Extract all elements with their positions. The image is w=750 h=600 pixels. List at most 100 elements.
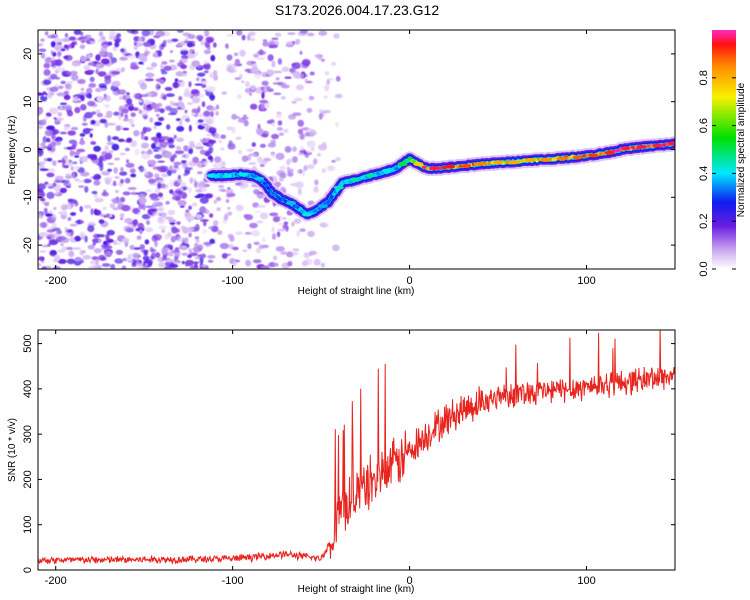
noise-blob	[234, 77, 241, 80]
noise-blob	[87, 69, 95, 73]
noise-blob	[236, 94, 242, 99]
noise-blob	[90, 208, 94, 216]
noise-blob	[131, 252, 140, 259]
noise-blob	[71, 172, 76, 179]
noise-blob	[221, 91, 227, 95]
noise-blob	[218, 184, 225, 189]
noise-blob	[136, 235, 142, 241]
noise-blob	[144, 263, 149, 266]
noise-blob	[244, 81, 250, 88]
noise-blob	[239, 49, 246, 57]
noise-blob	[275, 77, 280, 81]
noise-blob	[251, 62, 258, 68]
ridge-hotspot	[206, 173, 217, 178]
noise-blob	[145, 227, 153, 233]
noise-blob	[159, 79, 165, 84]
noise-blob	[293, 218, 302, 224]
noise-blob	[306, 80, 312, 84]
y-tick-label: 300	[22, 425, 34, 443]
noise-blob	[247, 31, 256, 37]
noise-blob	[173, 161, 182, 166]
noise-blob	[303, 165, 308, 172]
noise-blob	[241, 34, 246, 41]
noise-blob	[333, 33, 340, 39]
noise-blob	[274, 32, 282, 37]
noise-blob	[181, 252, 188, 256]
noise-blob	[227, 143, 236, 150]
noise-blob	[197, 171, 203, 175]
noise-blob	[190, 252, 199, 257]
noise-blob	[95, 175, 102, 179]
noise-blob	[183, 92, 193, 98]
noise-blob	[133, 45, 139, 51]
snr-axis-ticks: -200 -100 0 100 0 100 200 300 400 500	[22, 330, 675, 587]
noise-blob	[219, 242, 230, 250]
noise-blob	[180, 64, 187, 70]
noise-blob	[79, 133, 86, 137]
noise-blob	[271, 152, 275, 158]
noise-blob	[89, 133, 93, 138]
noise-blob	[189, 48, 195, 54]
noise-blob	[71, 41, 75, 49]
noise-blob	[44, 57, 52, 64]
noise-blob	[244, 214, 254, 221]
noise-blob	[82, 254, 92, 260]
noise-blob	[321, 168, 327, 173]
noise-blob	[295, 181, 304, 189]
noise-blob	[89, 40, 96, 44]
noise-blob	[101, 58, 110, 65]
noise-blob	[196, 161, 203, 169]
noise-blob	[124, 113, 129, 120]
noise-blob	[130, 65, 140, 70]
x-tick-label: -100	[222, 275, 244, 287]
noise-blob	[201, 253, 206, 259]
noise-blob	[54, 175, 64, 181]
noise-blob	[85, 93, 92, 99]
figure-title: S173.2026.004.17.23.G12	[275, 2, 439, 18]
spectrogram-ylabel: Frequency (Hz)	[7, 116, 18, 185]
noise-blob	[120, 217, 124, 220]
noise-blob	[39, 168, 49, 171]
noise-blob	[124, 147, 130, 152]
noise-blob	[146, 128, 151, 132]
noise-blob	[191, 112, 196, 116]
noise-blob	[151, 235, 158, 242]
noise-blob	[292, 248, 300, 252]
noise-blob	[304, 152, 309, 158]
noise-blob	[320, 262, 325, 268]
noise-blob	[126, 30, 136, 34]
noise-blob	[193, 180, 198, 188]
noise-blob	[203, 241, 212, 246]
noise-blob	[145, 67, 155, 70]
noise-blob	[317, 152, 321, 157]
noise-blob	[308, 95, 315, 101]
ridge-hotspot	[286, 200, 296, 205]
noise-blob	[86, 128, 94, 131]
noise-blob	[101, 191, 109, 197]
noise-blob	[159, 63, 164, 69]
colorbar-gradient	[712, 30, 736, 269]
noise-blob	[76, 148, 86, 153]
noise-blob	[225, 199, 230, 203]
noise-blob	[181, 260, 186, 265]
noise-blob	[132, 191, 136, 195]
noise-blob	[150, 136, 159, 141]
noise-blob	[168, 144, 175, 149]
noise-blob	[79, 44, 86, 50]
noise-blob	[323, 95, 328, 99]
noise-blob	[153, 201, 158, 205]
noise-blob	[118, 113, 122, 121]
noise-blob	[232, 260, 237, 267]
noise-blob	[188, 232, 192, 238]
noise-blob	[63, 55, 69, 59]
noise-blob	[239, 181, 249, 189]
noise-blob	[63, 165, 69, 169]
noise-blob	[299, 30, 308, 34]
noise-blob	[87, 244, 95, 250]
noise-blob	[213, 74, 219, 81]
colorbar-tick-label: 0.4	[698, 166, 710, 181]
noise-blob	[167, 209, 176, 216]
noise-blob	[96, 95, 104, 103]
noise-blob	[183, 173, 188, 177]
noise-blob	[46, 191, 55, 199]
